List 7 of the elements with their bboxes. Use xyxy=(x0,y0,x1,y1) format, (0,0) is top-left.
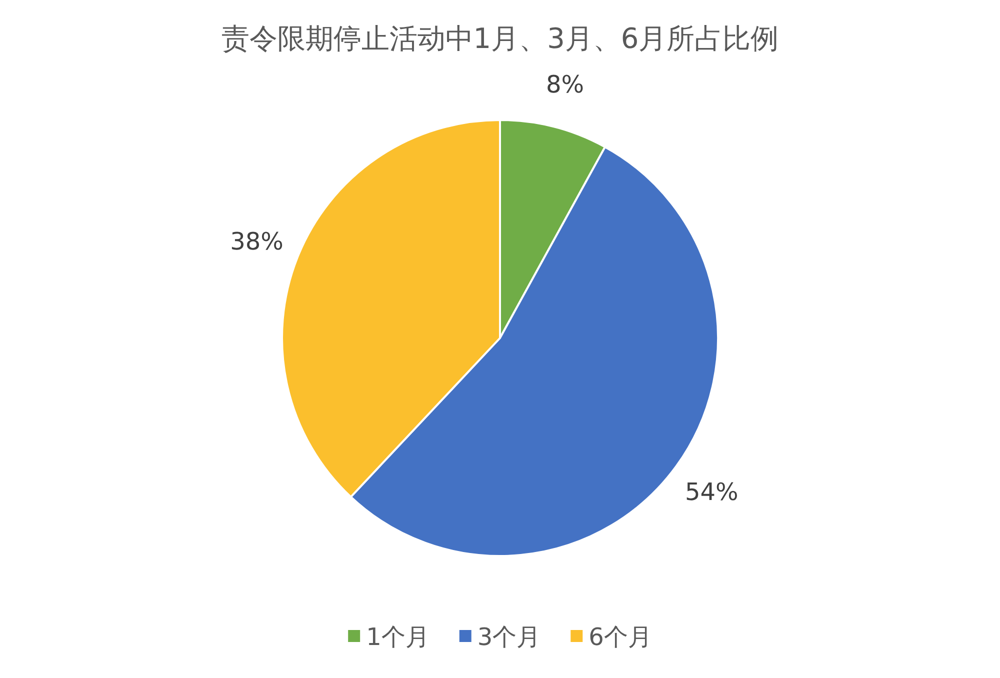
data-label: 8% xyxy=(546,70,584,99)
data-label: 38% xyxy=(230,228,284,256)
data-label: 54% xyxy=(684,478,738,506)
legend-label: 1个月 xyxy=(366,623,430,651)
chart-title: 责令限期停止活动中1月、3月、6月所占比例 xyxy=(221,22,779,55)
legend-label: 6个月 xyxy=(588,623,652,651)
legend-label: 3个月 xyxy=(477,623,541,651)
